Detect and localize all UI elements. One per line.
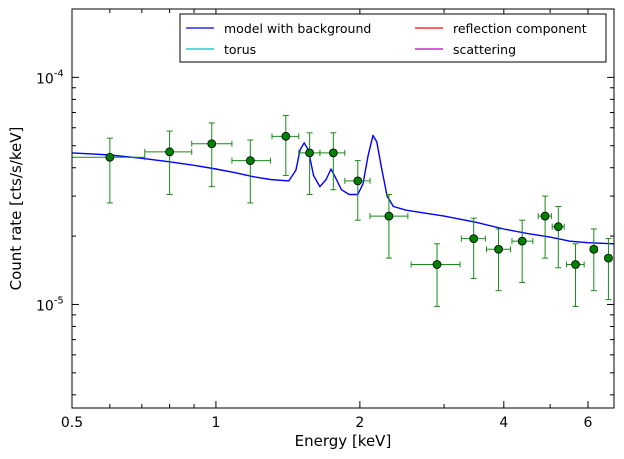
data-point: [298, 132, 321, 195]
data-point: [485, 228, 511, 292]
data-point: [551, 205, 565, 269]
data-point: [460, 217, 486, 280]
legend-entry-reflection: reflection component: [415, 21, 587, 36]
y-tick-label: 10-4: [36, 68, 64, 87]
data-marker: [517, 236, 527, 246]
legend-entry-torus: torus: [186, 42, 256, 57]
data-marker: [571, 260, 580, 269]
data-marker: [328, 148, 338, 158]
data-point: [511, 219, 534, 283]
plot-frame: [71, 8, 615, 409]
data-marker: [353, 176, 363, 186]
series-line-model-with-background: [72, 134, 614, 245]
data-point: [72, 137, 146, 204]
data-marker: [432, 260, 442, 269]
data-marker: [281, 131, 291, 141]
legend-entry-model: model with background: [186, 21, 371, 36]
axis-tick-labels: 0.5 1 2 4 6 10-5 10-4: [36, 68, 593, 431]
data-marker: [305, 148, 315, 158]
legend-label-torus: torus: [224, 42, 256, 57]
data-point: [344, 160, 371, 221]
data-points: [72, 114, 613, 307]
data-point: [589, 228, 599, 292]
data-point: [566, 243, 585, 307]
x-tick-label: 6: [584, 415, 593, 431]
data-marker: [207, 139, 217, 149]
axis-ticks: [71, 9, 614, 408]
x-tick-label: 0.5: [61, 415, 83, 431]
data-point: [271, 114, 300, 176]
legend-label-reflection: reflection component: [453, 21, 587, 36]
data-point: [604, 238, 613, 301]
x-tick-label: 1: [211, 415, 220, 431]
legend-label-scattering: scattering: [453, 42, 516, 57]
legend-box: [179, 13, 607, 63]
x-tick-label: 2: [355, 415, 364, 431]
data-marker: [553, 222, 563, 232]
x-tick-label: 4: [499, 415, 508, 431]
data-marker: [540, 211, 550, 221]
legend: model with background torus reflection c…: [179, 13, 607, 63]
data-marker: [589, 244, 599, 254]
y-tick-label: 10-5: [36, 295, 64, 314]
data-marker: [469, 234, 479, 243]
data-point: [144, 130, 193, 195]
data-marker: [165, 147, 174, 157]
data-point: [369, 193, 409, 259]
legend-label-model: model with background: [224, 21, 371, 36]
data-point: [410, 243, 461, 307]
data-marker: [245, 156, 255, 166]
data-point: [191, 122, 233, 188]
data-marker: [494, 244, 503, 254]
model-lines: [72, 134, 614, 245]
x-axis-label: Energy [keV]: [295, 432, 392, 450]
data-marker: [604, 253, 613, 263]
data-point: [231, 139, 271, 204]
data-point: [537, 195, 552, 259]
y-axis-label: Count rate [cts/s/keV]: [7, 127, 25, 291]
data-point: [319, 132, 346, 191]
data-marker: [384, 211, 394, 221]
legend-entry-scattering: scattering: [415, 42, 516, 57]
data-marker: [105, 152, 115, 162]
